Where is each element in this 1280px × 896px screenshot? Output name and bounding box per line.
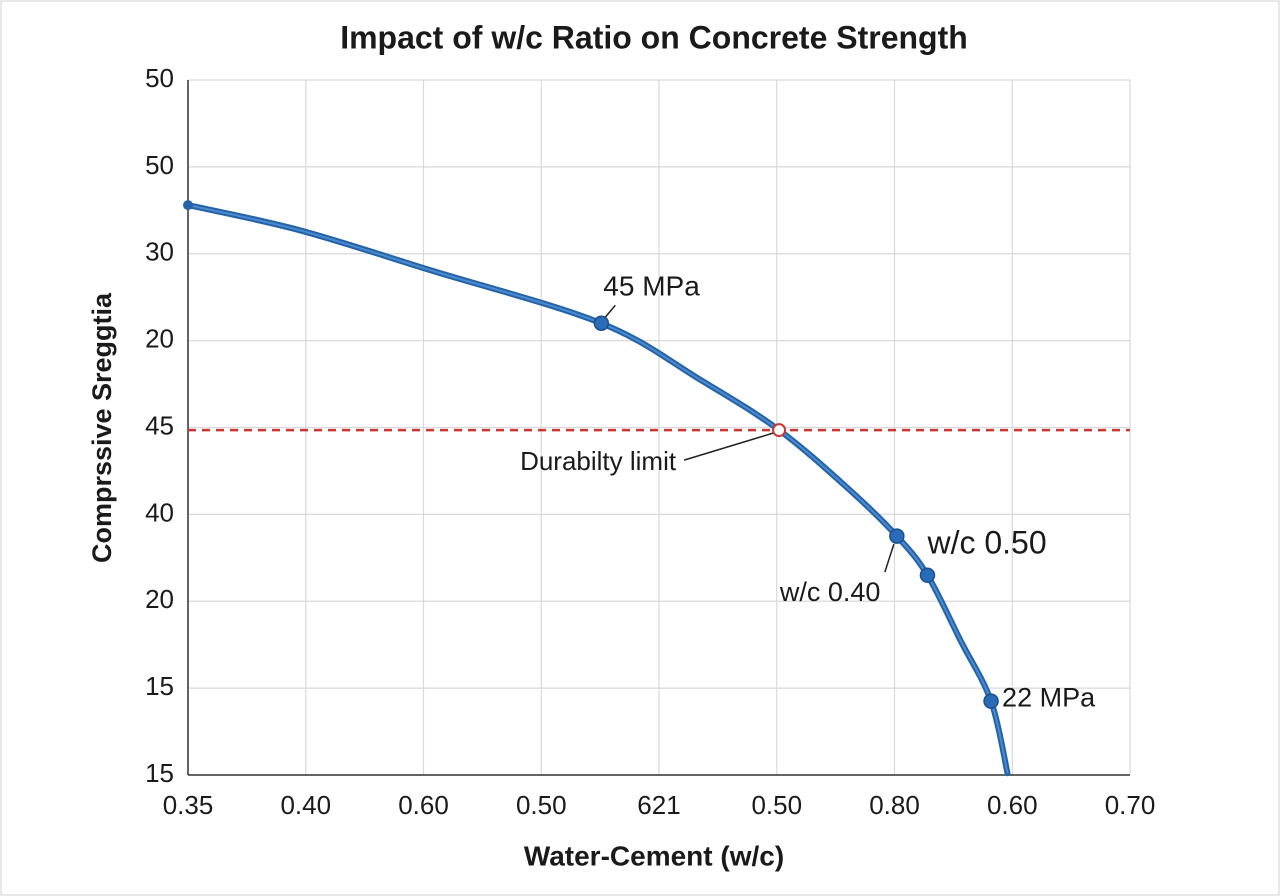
y-tick-label: 50 (145, 63, 174, 93)
y-axis-label: Comprssive Sreggtia (87, 292, 117, 563)
x-tick-label: 0.80 (869, 790, 920, 820)
leader (683, 432, 774, 461)
y-tick-label: 20 (145, 584, 174, 614)
point (983, 693, 999, 709)
annotation: 45 MPa (603, 271, 700, 302)
y-tick-label: 15 (145, 671, 174, 701)
x-tick-label: 0.50 (516, 790, 567, 820)
y-tick-label: 30 (145, 237, 174, 267)
y-tick-label: 40 (145, 497, 174, 527)
point (889, 528, 905, 544)
durability-point (772, 423, 787, 438)
point (593, 315, 610, 331)
point (919, 567, 936, 583)
leader (884, 543, 895, 573)
y-tick-label: 20 (145, 324, 174, 354)
x-axis-label: Water-Cement (w/c) (524, 840, 784, 871)
y-tick-label: 15 (145, 758, 174, 788)
chart-title: Impact of w/c Ratio on Concrete Strength (340, 19, 968, 55)
reference-label: Durabilty limit (520, 446, 677, 476)
x-tick-label: 0.35 (163, 790, 214, 820)
annotation: w/c 0.40 (779, 577, 881, 607)
leader (604, 304, 616, 318)
y-tick-label: 50 (145, 150, 174, 180)
y-tick-label: 45 (145, 410, 174, 440)
annotation: 22 MPa (1002, 682, 1096, 712)
x-tick-label: 0.70 (1105, 790, 1156, 820)
x-tick-label: 621 (637, 790, 680, 820)
annotation: w/c 0.50 (926, 525, 1046, 561)
x-tick-label: 0.60 (987, 790, 1038, 820)
x-tick-label: 0.40 (280, 790, 331, 820)
x-tick-label: 0.50 (751, 790, 802, 820)
curve-start (183, 200, 193, 211)
x-tick-label: 0.60 (398, 790, 449, 820)
